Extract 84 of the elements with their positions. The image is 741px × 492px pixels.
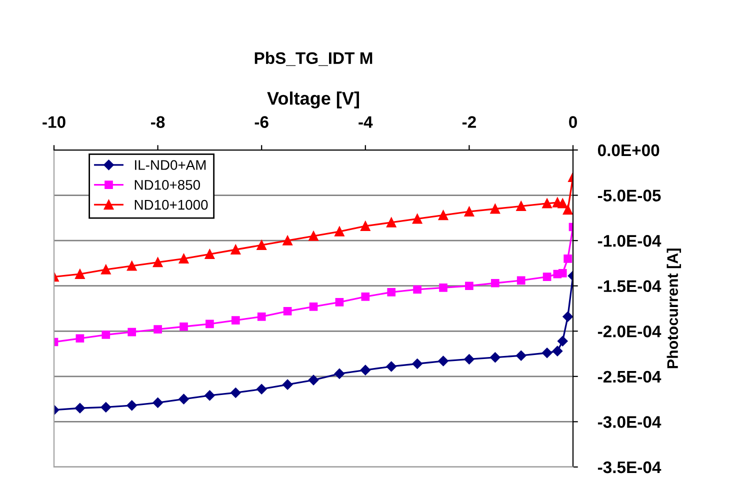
point: [335, 298, 344, 306]
point: [360, 364, 371, 376]
y-tick-label: -2.0E-04: [598, 326, 662, 338]
point: [490, 204, 500, 214]
point: [206, 320, 214, 328]
x-axis-title: Voltage [V]: [267, 92, 359, 108]
point: [438, 210, 448, 220]
y-tick-label: -5.0E-05: [598, 190, 661, 202]
point: [152, 398, 163, 408]
point: [558, 198, 568, 208]
point: [558, 269, 567, 278]
point: [283, 307, 292, 316]
point: [126, 261, 137, 271]
point: [386, 361, 396, 372]
point: [74, 403, 86, 414]
legend-label: ND10+850: [134, 180, 200, 190]
y-tick-label: -2.5E-04: [598, 370, 662, 383]
point: [412, 358, 422, 369]
y-tick-label: -3.5E-04: [598, 461, 662, 474]
point: [230, 388, 241, 398]
point: [256, 240, 266, 250]
point: [154, 325, 162, 334]
point: [334, 368, 345, 379]
point: [464, 354, 474, 364]
point: [558, 336, 568, 346]
point: [564, 254, 572, 263]
x-tick-label: -10: [42, 116, 66, 128]
point: [128, 328, 136, 336]
point: [412, 214, 422, 224]
point: [516, 276, 526, 285]
x-tick-label: -8: [151, 116, 165, 128]
point: [361, 292, 370, 301]
x-tick-label: -4: [358, 116, 373, 128]
point: [308, 374, 319, 386]
point: [76, 334, 84, 343]
point: [282, 236, 292, 246]
legend-label: IL-ND0+AM: [135, 160, 206, 170]
point: [490, 278, 500, 288]
point: [516, 201, 526, 212]
point: [102, 330, 110, 339]
point: [490, 352, 500, 363]
point: [413, 285, 422, 294]
point: [439, 284, 448, 292]
point: [257, 312, 266, 321]
y-tick-label: -3.0E-04: [598, 416, 662, 428]
y-axis-title: Photocurrent [A]: [666, 248, 682, 368]
y-tick-label: 0.0E+00: [598, 144, 660, 156]
point: [180, 322, 188, 331]
point: [386, 218, 396, 228]
point: [309, 302, 318, 311]
point: [152, 257, 163, 268]
x-tick-label: 0: [569, 116, 577, 128]
point: [360, 221, 370, 231]
point: [562, 312, 573, 322]
x-tick-label: -6: [254, 116, 268, 128]
point: [75, 269, 85, 279]
point: [100, 402, 112, 412]
point: [204, 390, 215, 401]
point: [464, 206, 474, 216]
point: [465, 282, 474, 290]
point: [230, 244, 241, 254]
point: [256, 384, 267, 394]
point: [562, 204, 573, 215]
point: [126, 400, 137, 411]
chart-title: PbS_TG_IDT M: [254, 52, 372, 66]
x-tick-label: -2: [462, 116, 476, 128]
point: [516, 350, 526, 361]
point: [542, 272, 552, 281]
point: [334, 226, 344, 236]
point: [542, 348, 552, 358]
point: [231, 316, 240, 324]
point: [282, 379, 293, 390]
point: [552, 346, 563, 356]
point: [542, 198, 552, 208]
point: [308, 231, 318, 241]
y-tick-label: -1.5E-04: [598, 280, 662, 292]
y-tick-label: -1.0E-04: [598, 234, 662, 247]
point: [438, 356, 448, 366]
point: [178, 394, 189, 404]
legend-label: ND10+1000: [134, 200, 208, 210]
point: [204, 249, 215, 260]
point: [178, 254, 189, 264]
point: [101, 264, 111, 274]
point: [387, 288, 396, 296]
